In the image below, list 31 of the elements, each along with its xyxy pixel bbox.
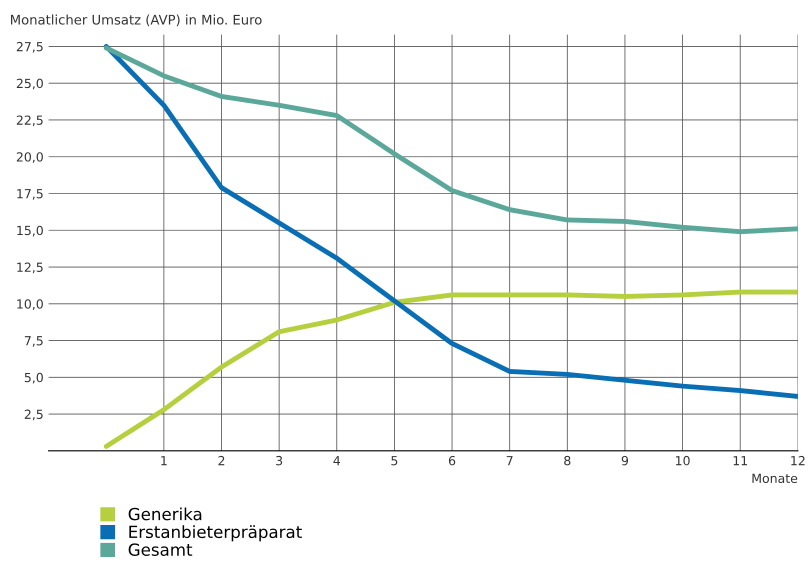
x-axis-title: Monate bbox=[752, 474, 798, 484]
y-tick-label: 5,0 bbox=[24, 372, 43, 384]
x-tick-label: 6 bbox=[448, 456, 456, 466]
legend-label: Generika bbox=[128, 507, 202, 520]
y-tick-label: 20,0 bbox=[16, 152, 43, 163]
x-tick-label: 11 bbox=[734, 456, 748, 466]
x-tick-label: 2 bbox=[218, 456, 224, 466]
x-tick-label: 3 bbox=[276, 456, 282, 466]
y-tick-label: 22,5 bbox=[16, 115, 43, 126]
x-tick-label: 7 bbox=[506, 456, 513, 466]
line-series bbox=[104, 290, 798, 449]
x-tick-label: 9 bbox=[622, 456, 628, 466]
y-tick-label: 27,5 bbox=[16, 42, 43, 53]
x-tick-label: 8 bbox=[564, 456, 570, 466]
x-tick-label: 12 bbox=[791, 456, 805, 466]
y-tick-label: 10,0 bbox=[17, 299, 43, 310]
y-tick-label: 7,5 bbox=[24, 336, 43, 347]
x-tick-label: 5 bbox=[391, 456, 398, 466]
y-tick-label: 17,5 bbox=[17, 189, 43, 200]
y-tick-label: 15,0 bbox=[17, 226, 43, 236]
line-series bbox=[104, 45, 798, 234]
x-tick-label: 10 bbox=[676, 456, 690, 466]
y-tick-label: 12,5 bbox=[17, 262, 43, 274]
line-series bbox=[104, 44, 798, 399]
legend-label: Gesamt bbox=[128, 543, 192, 556]
y-tick-label: 2,5 bbox=[24, 410, 43, 420]
y-tick-label: 25,0 bbox=[16, 78, 43, 90]
legend-label: Erstanbieterpräparat bbox=[129, 525, 302, 542]
x-tick-label: 1 bbox=[161, 456, 167, 466]
x-tick-label: 4 bbox=[333, 456, 340, 466]
y-axis-title: Monatlicher Umsatz (AVP) in Mio. Euro bbox=[11, 14, 262, 26]
